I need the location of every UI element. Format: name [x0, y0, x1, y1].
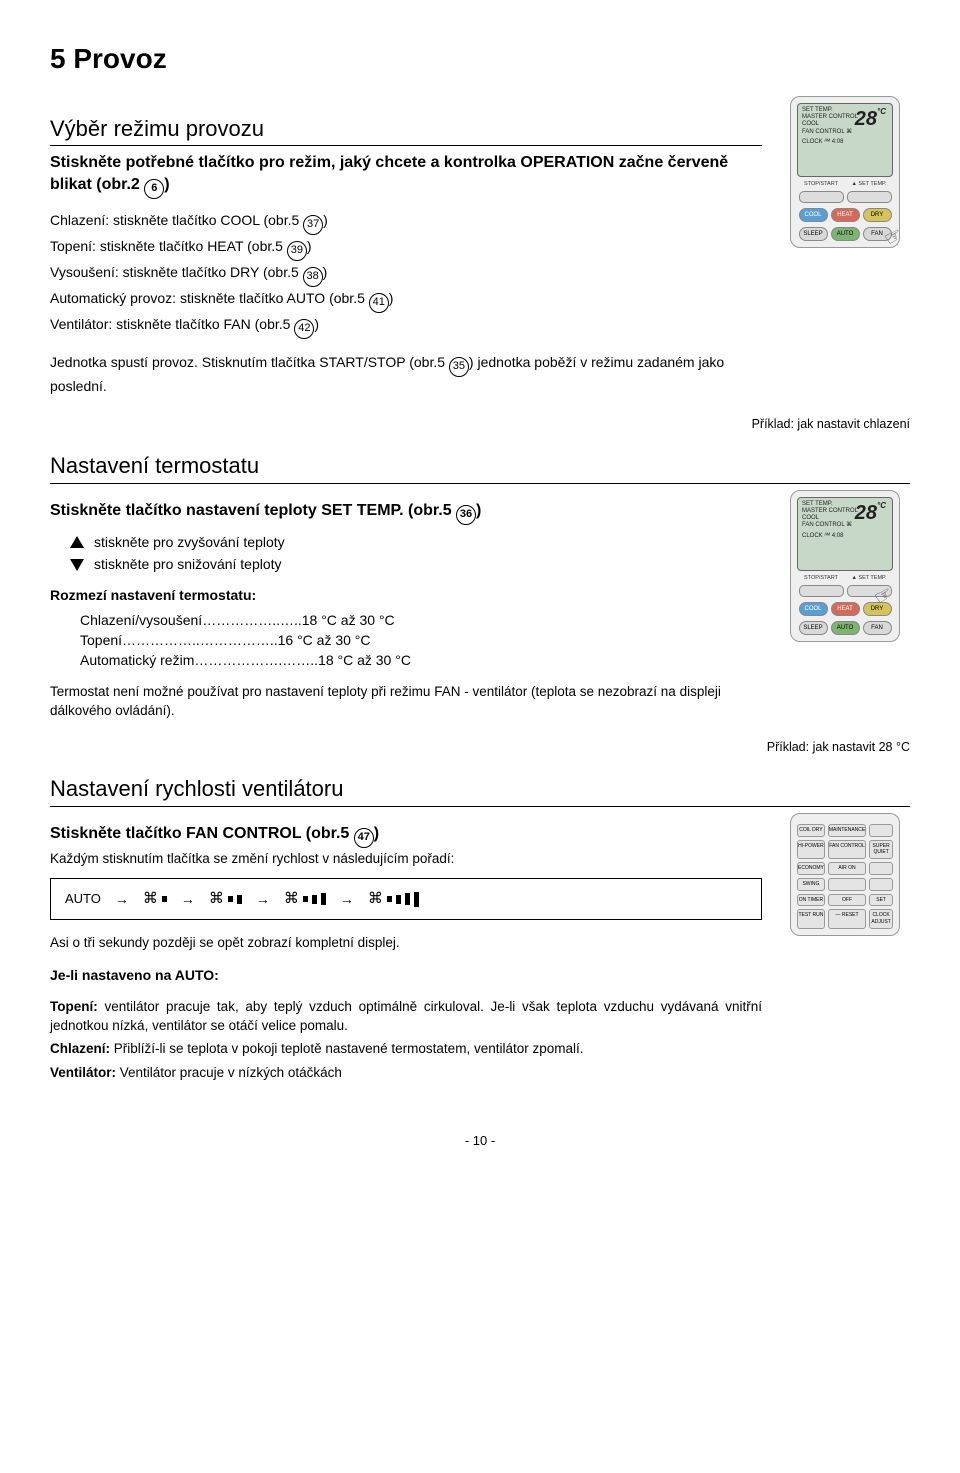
fan-speed-icon: ⌘ [284, 889, 326, 909]
set-temp-heading: Stiskněte tlačítko nastavení teploty SET… [50, 500, 762, 525]
subsection-thermostat: Nastavení termostatu [50, 451, 910, 484]
thermostat-note: Termostat není možné používat pro nastav… [50, 683, 762, 719]
pointer-icon: ☞ [880, 222, 909, 254]
ref-icon: 42 [294, 319, 314, 339]
ref-icon: 6 [144, 179, 164, 199]
arrow-icon: → [181, 890, 195, 909]
fan-control-heading: Stiskněte tlačítko FAN CONTROL (obr.5 47… [50, 823, 762, 848]
fan-after-seq: Asi o tři sekundy později se opět zobraz… [50, 934, 762, 952]
auto-heat: Topení: ventilátor pracuje tak, aby tepl… [50, 998, 762, 1034]
subsection-fan: Nastavení rychlosti ventilátoru [50, 774, 910, 807]
auto-cool: Chlazení: Přiblíží-li se teplota v pokoj… [50, 1040, 762, 1058]
remote-illustration: COIL DRYMAINTENANCE HI-POWERFAN CONTROLS… [790, 813, 900, 936]
fan-speed-icon: ⌘ [368, 889, 419, 909]
increase-row: stiskněte pro zvyšování teploty [70, 533, 762, 552]
ref-icon: 47 [354, 828, 374, 848]
ref-icon: 36 [456, 505, 476, 525]
section-title: 5 Provoz [50, 40, 910, 78]
auto-heading: Je-li nastaveno na AUTO: [50, 966, 762, 985]
arrow-icon: → [115, 890, 129, 909]
range-heading: Rozmezí nastavení termostatu: [50, 586, 762, 605]
decrease-row: stiskněte pro snižování teploty [70, 555, 762, 574]
ref-icon: 39 [287, 241, 307, 261]
ref-icon: 38 [303, 267, 323, 287]
arrow-icon: → [256, 890, 270, 909]
remote-illustration: 28°C SET TEMP. MASTER CONTROL COOL FAN C… [790, 490, 900, 643]
start-note: Jednotka spustí provoz. Stisknutím tlačí… [50, 353, 762, 396]
triangle-up-icon [70, 536, 84, 548]
subsection-mode-select: Výběr režimu provozu [50, 114, 762, 147]
triangle-down-icon [70, 559, 84, 571]
ref-icon: 35 [449, 357, 469, 377]
fan-speed-icon: ⌘ [209, 889, 242, 909]
fan-sequence: AUTO → ⌘ → ⌘ → ⌘ → ⌘ [50, 878, 762, 920]
caption-28c: Příklad: jak nastavit 28 °C [50, 739, 910, 756]
remote-illustration: 28°C SET TEMP. MASTER CONTROL COOL FAN C… [790, 96, 900, 249]
mode-list: Chlazení: stiskněte tlačítko COOL (obr.5… [50, 211, 762, 339]
ref-icon: 37 [303, 215, 323, 235]
fan-sub: Každým stisknutím tlačítka se změní rych… [50, 850, 762, 868]
fan-speed-icon: ⌘ [143, 889, 167, 909]
caption-cooling: Příklad: jak nastavit chlazení [50, 416, 910, 433]
range-list: Chlazení/vysoušení……………..…..18 °C až 30 … [80, 611, 762, 670]
mode-intro: Stiskněte potřebné tlačítko pro režim, j… [50, 152, 762, 199]
arrow-icon: → [340, 890, 354, 909]
ref-icon: 41 [369, 293, 389, 313]
auto-fan: Ventilátor: Ventilátor pracuje v nízkých… [50, 1064, 762, 1082]
page-number: - 10 - [50, 1132, 910, 1150]
